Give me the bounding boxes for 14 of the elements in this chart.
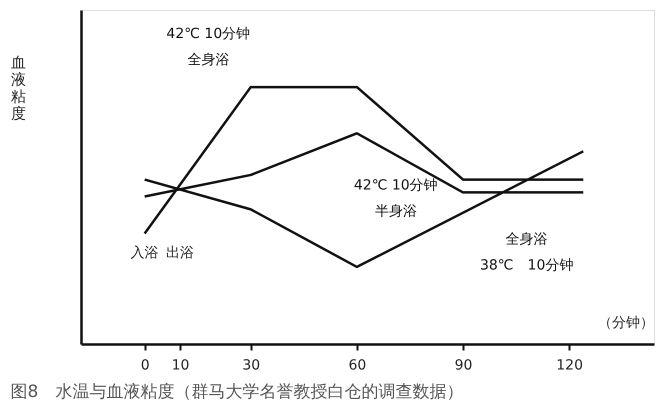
x-tick-label: 60 [348, 358, 366, 374]
series-label: 全身浴38℃ 10分钟 [480, 231, 574, 274]
x-tick-label: 0 [140, 358, 150, 374]
series-label: 42℃ 10分钟全身浴 [166, 26, 250, 68]
annotation: 入浴 [130, 245, 159, 261]
x-tick-label: 30 [242, 358, 260, 374]
x-tick-label: 120 [556, 358, 583, 374]
x-axis-title: （分钟） [598, 315, 654, 331]
annotation: 出浴 [166, 245, 194, 261]
x-tick-label: 90 [454, 358, 472, 374]
series-label: 42℃ 10分钟半身浴 [354, 177, 438, 220]
y-axis-title: 血液粘度 [11, 54, 26, 122]
x-tick-label: 10 [172, 358, 190, 374]
text: 图8 水温与血液粘度（群马大学名誉教授白仓的调查数据） [10, 382, 464, 402]
